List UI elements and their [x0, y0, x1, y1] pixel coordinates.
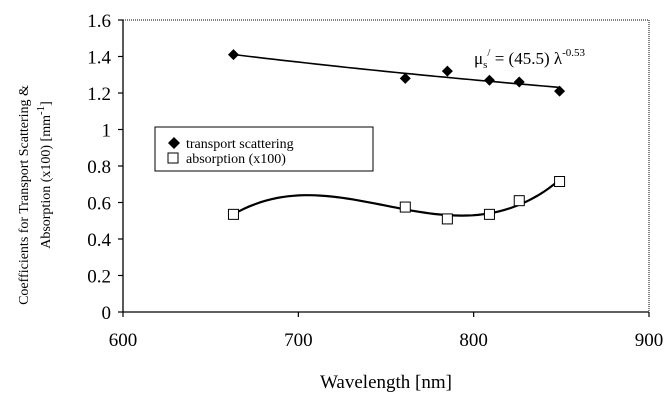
x-tick-label: 700	[284, 330, 313, 351]
y-tick-label: 1.4	[87, 48, 111, 69]
legend-marker-transport-scattering	[168, 137, 180, 149]
y-tick-label: 1.2	[87, 84, 111, 105]
marker-absorption	[554, 176, 566, 188]
y-tick-label: 0.4	[87, 230, 111, 251]
y-tick-label: 0	[102, 303, 112, 324]
marker-transport-scattering	[441, 65, 453, 77]
y-tick-label: 1	[102, 121, 112, 142]
y-axis-title-close: ]	[39, 101, 54, 106]
marker-absorption	[513, 195, 525, 207]
legend-marker-absorption	[167, 152, 179, 164]
trendline-absorption	[232, 179, 561, 217]
y-axis-unit-exponent: -1	[35, 106, 47, 115]
x-tick-label: 900	[635, 330, 664, 351]
x-tick-label: 800	[459, 330, 488, 351]
y-tick-label: 0.6	[87, 194, 111, 215]
trendline-transport-scattering	[233, 53, 560, 89]
y-axis-title-line2-main: Absorption (x100) [mm	[39, 115, 54, 249]
equation-body: = (45.5) λ	[490, 49, 562, 68]
equation-sub: s	[483, 59, 487, 71]
equation-mu: μ	[474, 49, 483, 68]
equation-exponent: -0.53	[562, 47, 585, 59]
x-ticks: 600 700 800 900	[109, 312, 664, 351]
equation-annotation: μs/ = (45.5) λ-0.53	[474, 47, 586, 71]
marker-transport-scattering	[554, 85, 566, 97]
marker-transport-scattering	[227, 49, 239, 61]
legend-label-transport-scattering: transport scattering	[186, 137, 294, 152]
x-tick-label: 600	[109, 330, 138, 351]
legend-label-absorption: absorption (x100)	[186, 152, 286, 167]
y-tick-label: 0.8	[87, 157, 111, 178]
y-tick-label: 1.6	[87, 11, 111, 32]
trend-lines	[232, 53, 561, 217]
data-markers	[227, 49, 566, 225]
marker-absorption	[227, 208, 239, 220]
y-axis-title-line2: Absorption (x100) [mm-1]	[35, 101, 54, 249]
y-ticks: 0 0.2 0.4 0.6 0.8 1 1.2 1.4 1.6	[87, 11, 123, 324]
marker-transport-scattering	[399, 72, 411, 84]
y-tick-label: 0.2	[87, 267, 111, 288]
marker-transport-scattering	[483, 74, 495, 86]
equation-prime: /	[487, 47, 491, 59]
marker-absorption	[483, 208, 495, 220]
marker-absorption	[399, 201, 411, 213]
x-axis-title: Wavelength [nm]	[320, 372, 452, 393]
marker-transport-scattering	[513, 76, 525, 88]
y-axis-title-line1: Coefficients for Transport Scattering &	[17, 85, 32, 305]
marker-absorption	[441, 213, 453, 225]
legend: transport scattering absorption (x100)	[154, 126, 374, 172]
legend-box	[154, 126, 374, 172]
